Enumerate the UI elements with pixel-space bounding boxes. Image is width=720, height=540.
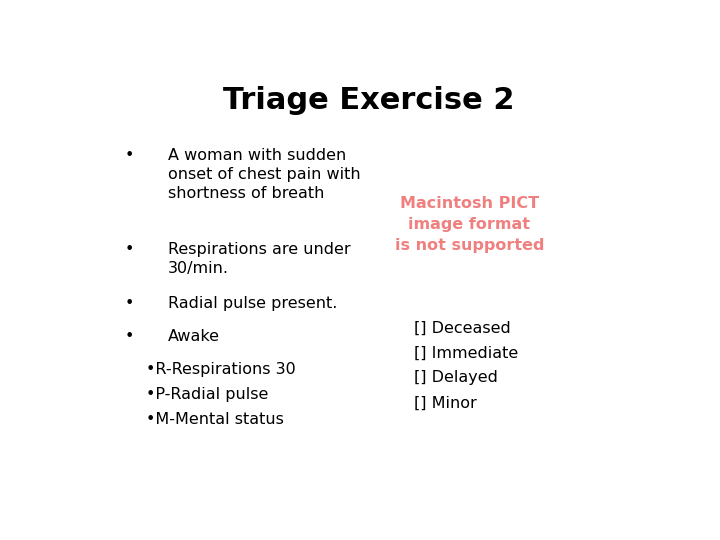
Text: •: • [125, 329, 134, 344]
Text: Awake: Awake [168, 329, 220, 344]
Text: [] Delayed: [] Delayed [413, 370, 498, 386]
Text: •R-Respirations 30: •R-Respirations 30 [145, 362, 295, 377]
Text: Respirations are under
30/min.: Respirations are under 30/min. [168, 241, 351, 276]
Text: •: • [125, 148, 134, 163]
Text: [] Minor: [] Minor [413, 395, 477, 410]
Text: Macintosh PICT
image format
is not supported: Macintosh PICT image format is not suppo… [395, 196, 544, 253]
Text: [] Deceased: [] Deceased [413, 321, 510, 335]
Text: Radial pulse present.: Radial pulse present. [168, 295, 338, 310]
Text: Triage Exercise 2: Triage Exercise 2 [223, 85, 515, 114]
Text: •P-Radial pulse: •P-Radial pulse [145, 387, 268, 402]
Text: •: • [125, 295, 134, 310]
Text: •M-Mental status: •M-Mental status [145, 412, 284, 427]
Text: A woman with sudden
onset of chest pain with
shortness of breath: A woman with sudden onset of chest pain … [168, 148, 361, 201]
Text: •: • [125, 241, 134, 256]
Text: [] Immediate: [] Immediate [413, 346, 518, 361]
